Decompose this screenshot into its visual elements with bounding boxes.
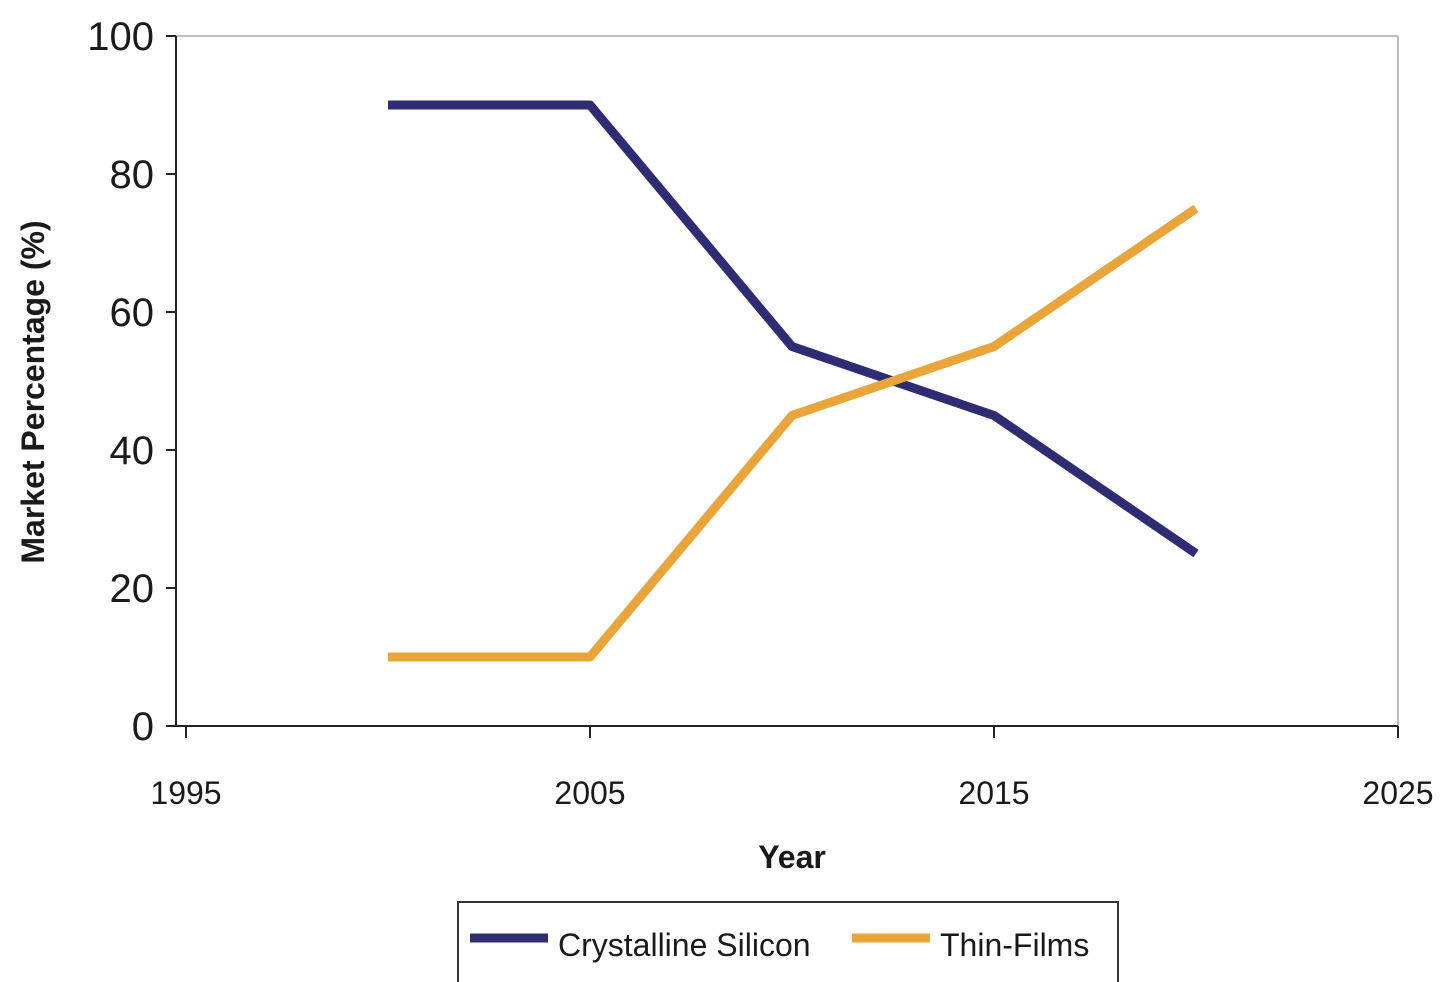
y-tick-label: 20 [110, 567, 155, 611]
x-tick-label: 2015 [958, 775, 1029, 811]
x-axis-title: Year [758, 839, 826, 875]
y-tick-label: 40 [110, 429, 155, 473]
series-line-crystalline-silicon [388, 100, 1199, 558]
x-tick-label: 2025 [1362, 775, 1433, 811]
y-tick-label: 0 [132, 705, 154, 749]
series-line-thin-films [388, 204, 1199, 662]
legend: Crystalline Silicon Thin-Films [457, 901, 1119, 982]
y-tick-label: 80 [110, 153, 155, 197]
legend-label: Crystalline Silicon [558, 927, 811, 963]
series-lines [388, 100, 1199, 662]
plot-frame [175, 35, 1399, 727]
y-tick-label: 60 [110, 291, 155, 335]
y-tick-label: 100 [87, 15, 154, 59]
legend-label: Thin-Films [940, 927, 1089, 963]
y-axis-title: Market Percentage (%) [15, 220, 51, 563]
x-tick-label: 2005 [554, 775, 625, 811]
legend-box [457, 901, 1119, 982]
x-tick-label: 1995 [150, 775, 221, 811]
x-axis-ticks: 1995 2005 2015 2025 [150, 726, 1434, 811]
y-axis-ticks: 0 20 40 60 80 100 [87, 15, 176, 749]
